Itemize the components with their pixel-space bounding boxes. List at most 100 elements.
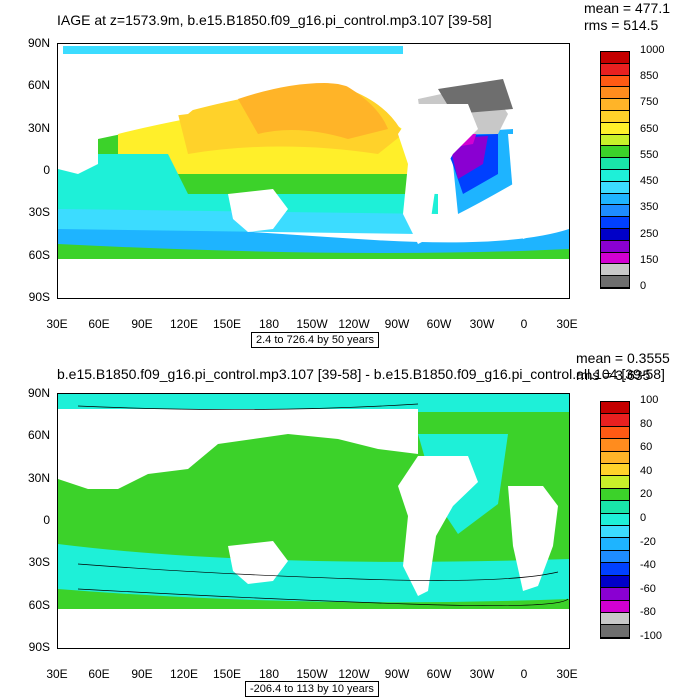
panel2-lon-tick: 120W (338, 667, 370, 681)
colorbar-label: 0 (640, 512, 647, 524)
colorbar-swatch (601, 228, 629, 241)
colorbar-label: -100 (640, 630, 663, 642)
colorbar-swatch (601, 193, 629, 206)
colorbar-swatch (601, 181, 629, 194)
colorbar-swatch (601, 501, 629, 514)
panel1-lon-tick: 120W (338, 317, 370, 331)
panel1-map (57, 43, 570, 299)
colorbar-swatch (601, 99, 629, 111)
panel2-lon-tick: 30W (469, 667, 495, 681)
panel2-lat-tick: 0 (43, 513, 50, 527)
panel1-lon-tick: 90E (131, 317, 153, 331)
colorbar-swatch (601, 612, 629, 626)
panel1-lon-tick: 0 (520, 317, 528, 331)
colorbar-swatch (601, 276, 629, 288)
panel2-lat-tick: 60S (28, 598, 50, 612)
colorbar-label: -80 (640, 606, 656, 619)
colorbar-swatch (601, 625, 629, 638)
colorbar-swatch (601, 158, 629, 170)
panel2-rms: rms = 3.635 (576, 367, 651, 383)
colorbar-swatch (601, 75, 629, 88)
colorbar-swatch (601, 414, 629, 427)
colorbar-swatch (601, 146, 629, 159)
panel2-lon-tick: 90E (131, 667, 153, 681)
colorbar-label: 450 (640, 175, 659, 188)
panel2-map (57, 393, 570, 649)
colorbar-swatch (601, 538, 629, 551)
colorbar-swatch (601, 240, 629, 253)
panel2-lon-tick: 90W (384, 667, 410, 681)
panel2-lat-tick: 90S (28, 640, 50, 654)
panel1-lon-tick: 150W (296, 317, 328, 331)
colorbar-label: 150 (640, 253, 659, 266)
panel1-title: IAGE at z=1573.9m, b.e15.B1850.f09_g16.p… (57, 12, 492, 28)
colorbar-label: 0 (640, 280, 647, 292)
colorbar-label: 20 (640, 488, 653, 501)
panel2-lon-tick: 120E (169, 667, 199, 681)
colorbar-label: 250 (640, 227, 659, 240)
colorbar-label: 100 (640, 394, 659, 406)
colorbar-swatch (601, 205, 629, 218)
panel2-mean: mean = 0.3555 (576, 350, 670, 366)
colorbar-label: 550 (640, 148, 659, 161)
panel1-lon-tick: 120E (169, 317, 199, 331)
panel1-lat-tick: 30N (27, 121, 50, 135)
panel2-lon-tick: 150E (212, 667, 242, 681)
colorbar-swatch (601, 526, 629, 539)
colorbar-swatch (601, 52, 629, 64)
panel2-lon-tick: 30E (46, 667, 68, 681)
panel2-colorbar (600, 401, 630, 639)
panel2-lon-tick: 30E (556, 667, 578, 681)
panel2-lat-tick: 60N (27, 428, 50, 442)
panel1-lon-tick: 150E (212, 317, 242, 331)
panel2-lon-tick: 150W (296, 667, 328, 681)
panel2-lon-tick: 0 (520, 667, 528, 681)
colorbar-swatch (601, 134, 629, 147)
colorbar-swatch (601, 252, 629, 265)
panel1-lat-tick: 0 (43, 163, 50, 177)
panel2-lat-tick: 30S (28, 555, 50, 569)
colorbar-swatch (601, 426, 629, 440)
colorbar-swatch (601, 476, 629, 489)
colorbar-swatch (601, 110, 629, 123)
colorbar-label: -20 (640, 535, 656, 548)
colorbar-swatch (601, 63, 629, 76)
panel1-lon-tick: 90W (384, 317, 410, 331)
panel1-colorbar (600, 51, 630, 289)
panel1-lon-tick: 30E (556, 317, 578, 331)
colorbar-swatch (601, 550, 629, 564)
panel2-lon-tick: 60W (426, 667, 452, 681)
panel2-range-label: -206.4 to 113 by 10 years (245, 681, 379, 697)
colorbar-label: 750 (640, 96, 659, 109)
colorbar-swatch (601, 87, 629, 100)
colorbar-swatch (601, 169, 629, 182)
panel2-lat-tick: 90N (27, 386, 50, 400)
colorbar-swatch (601, 488, 629, 502)
panel1-lat-tick: 90N (27, 36, 50, 50)
colorbar-label: 60 (640, 441, 653, 454)
panel2-lon-tick: 60E (88, 667, 110, 681)
panel1-lon-tick: 60W (426, 317, 452, 331)
colorbar-label: 650 (640, 122, 659, 135)
panel1-lat-tick: 60S (28, 248, 50, 262)
colorbar-swatch (601, 575, 629, 589)
panel1-lat-tick: 90S (28, 290, 50, 304)
colorbar-label: 1000 (640, 44, 665, 56)
panel1-range-label: 2.4 to 726.4 by 50 years (251, 332, 380, 348)
panel2-difference-field (58, 394, 569, 648)
panel1-mean: mean = 477.1 (584, 0, 671, 16)
colorbar-swatch (601, 439, 629, 452)
colorbar-label: 40 (640, 464, 653, 477)
colorbar-swatch (601, 402, 629, 415)
panel1-age-field (58, 44, 569, 298)
panel2-lon-tick: 180 (258, 667, 280, 681)
colorbar-swatch (601, 451, 629, 465)
colorbar-label: -40 (640, 559, 656, 572)
colorbar-label: 850 (640, 70, 659, 83)
colorbar-swatch (601, 513, 629, 527)
colorbar-swatch (601, 588, 629, 601)
panel1-lon-tick: 30E (46, 317, 68, 331)
panel2-title: b.e15.B1850.f09_g16.pi_control.mp3.107 [… (57, 366, 665, 382)
colorbar-label: 80 (640, 417, 653, 430)
colorbar-label: 350 (640, 201, 659, 214)
